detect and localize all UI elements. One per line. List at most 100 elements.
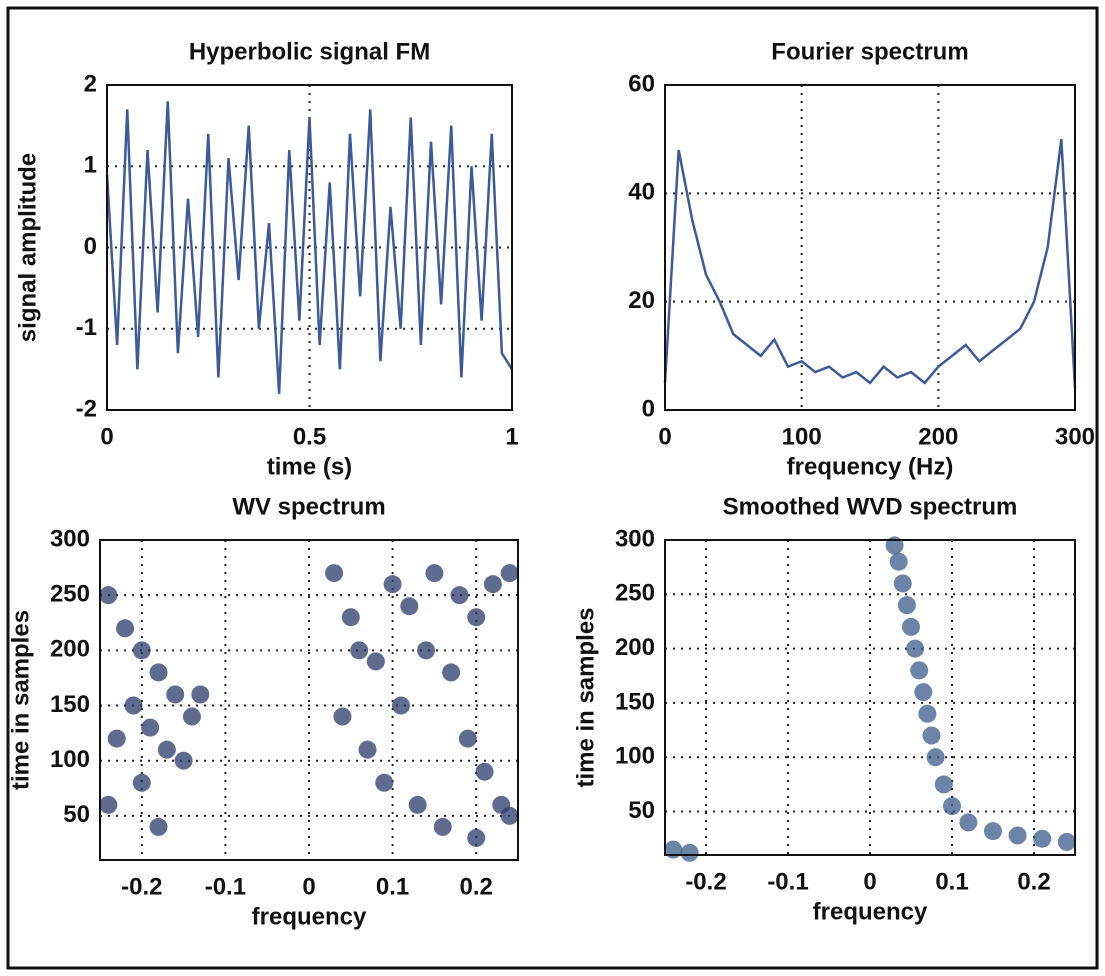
energy-point [500,564,519,583]
energy-point [467,608,486,627]
y-tick-label: 1 [84,152,97,179]
x-tick-label: -0.2 [685,868,726,895]
y-tick-label: 250 [615,580,655,607]
y-tick-label: 200 [615,634,655,661]
energy-point [1057,832,1076,851]
y-tick-label: 60 [628,70,655,97]
y-tick-label: 150 [50,691,90,718]
energy-point [425,564,444,583]
y-tick-label: 50 [63,801,90,828]
x-tick-label: -0.2 [121,873,162,900]
x-axis-label: time (s) [267,453,352,480]
x-tick-label: 0 [100,423,113,450]
energy-point [124,696,143,715]
y-axis-label: time in samples [572,607,599,787]
energy-point [1033,829,1052,848]
energy-point [889,552,908,571]
energy-point [442,663,461,682]
energy-point [943,797,961,816]
x-tick-label: 0.2 [460,873,493,900]
energy-point [680,843,699,862]
x-tick-label: 300 [1055,423,1095,450]
energy-point [375,773,394,792]
axes-frame [664,539,1076,856]
axes-frame [664,84,1076,411]
x-tick-label: 200 [918,423,958,450]
energy-point [450,586,469,605]
energy-point [483,575,502,594]
x-axis-label: frequency [252,903,367,930]
energy-point [400,597,419,616]
energy-point [897,596,916,615]
energy-point [366,652,385,671]
energy-point [325,564,344,583]
energy-point [391,696,410,715]
energy-point [902,617,920,636]
energy-point [893,574,912,593]
y-tick-label: 100 [50,746,90,773]
y-tick-label: 100 [615,743,655,770]
energy-point [333,707,352,726]
energy-point [1008,826,1027,845]
energy-point [149,663,168,682]
energy-point [906,639,925,658]
x-tick-label: 0.2 [1017,868,1050,895]
y-tick-label: 0 [84,233,97,260]
y-tick-label: 2 [84,70,97,97]
energy-point [417,641,436,660]
energy-point [107,729,126,748]
energy-point [934,775,953,794]
chart-title: WV spectrum [232,493,385,520]
signal-line [663,139,1077,389]
energy-point [926,748,945,767]
energy-point [141,718,160,737]
x-tick-label: 100 [782,423,822,450]
y-tick-label: 0 [642,395,655,422]
energy-point [458,729,477,748]
energy-point [174,751,193,770]
x-tick-label: 0 [658,423,671,450]
energy-point [132,641,151,660]
x-tick-label: 0 [302,873,315,900]
energy-point [358,740,377,759]
energy-point [984,822,1002,841]
x-axis-label: frequency [813,898,928,925]
energy-point [383,575,402,594]
axes-frame [99,539,519,861]
y-axis-label: time in samples [7,610,34,790]
y-tick-label: -2 [76,395,97,422]
energy-point [914,683,933,702]
x-tick-label: -0.1 [205,873,246,900]
energy-point [408,795,427,814]
axes-background [665,85,1075,410]
x-tick-label: 0.5 [293,423,326,450]
signal-line [105,101,514,394]
energy-point [922,726,941,745]
energy-point [166,685,185,704]
y-tick-label: 300 [50,525,90,552]
x-tick-label: 0.1 [376,873,409,900]
energy-point [467,828,486,847]
y-tick-label: 20 [628,287,655,314]
y-tick-label: 250 [50,581,90,608]
energy-point [918,704,937,723]
energy-point [475,762,494,781]
y-tick-label: -1 [76,314,97,341]
y-axis-label: signal amplitude [14,153,41,342]
y-tick-label: 200 [50,636,90,663]
y-tick-label: 300 [615,525,655,552]
energy-point [149,817,168,836]
y-tick-label: 150 [615,688,655,715]
chart-title: Fourier spectrum [771,38,968,65]
energy-point [132,773,151,792]
chart-title: Smoothed WVD spectrum [723,493,1018,520]
energy-point [959,813,978,832]
energy-point [182,707,201,726]
energy-point [341,608,360,627]
energy-point [191,685,210,704]
energy-point [500,806,519,825]
energy-point [99,795,118,814]
x-tick-label: 0 [863,868,876,895]
energy-point [99,586,118,605]
